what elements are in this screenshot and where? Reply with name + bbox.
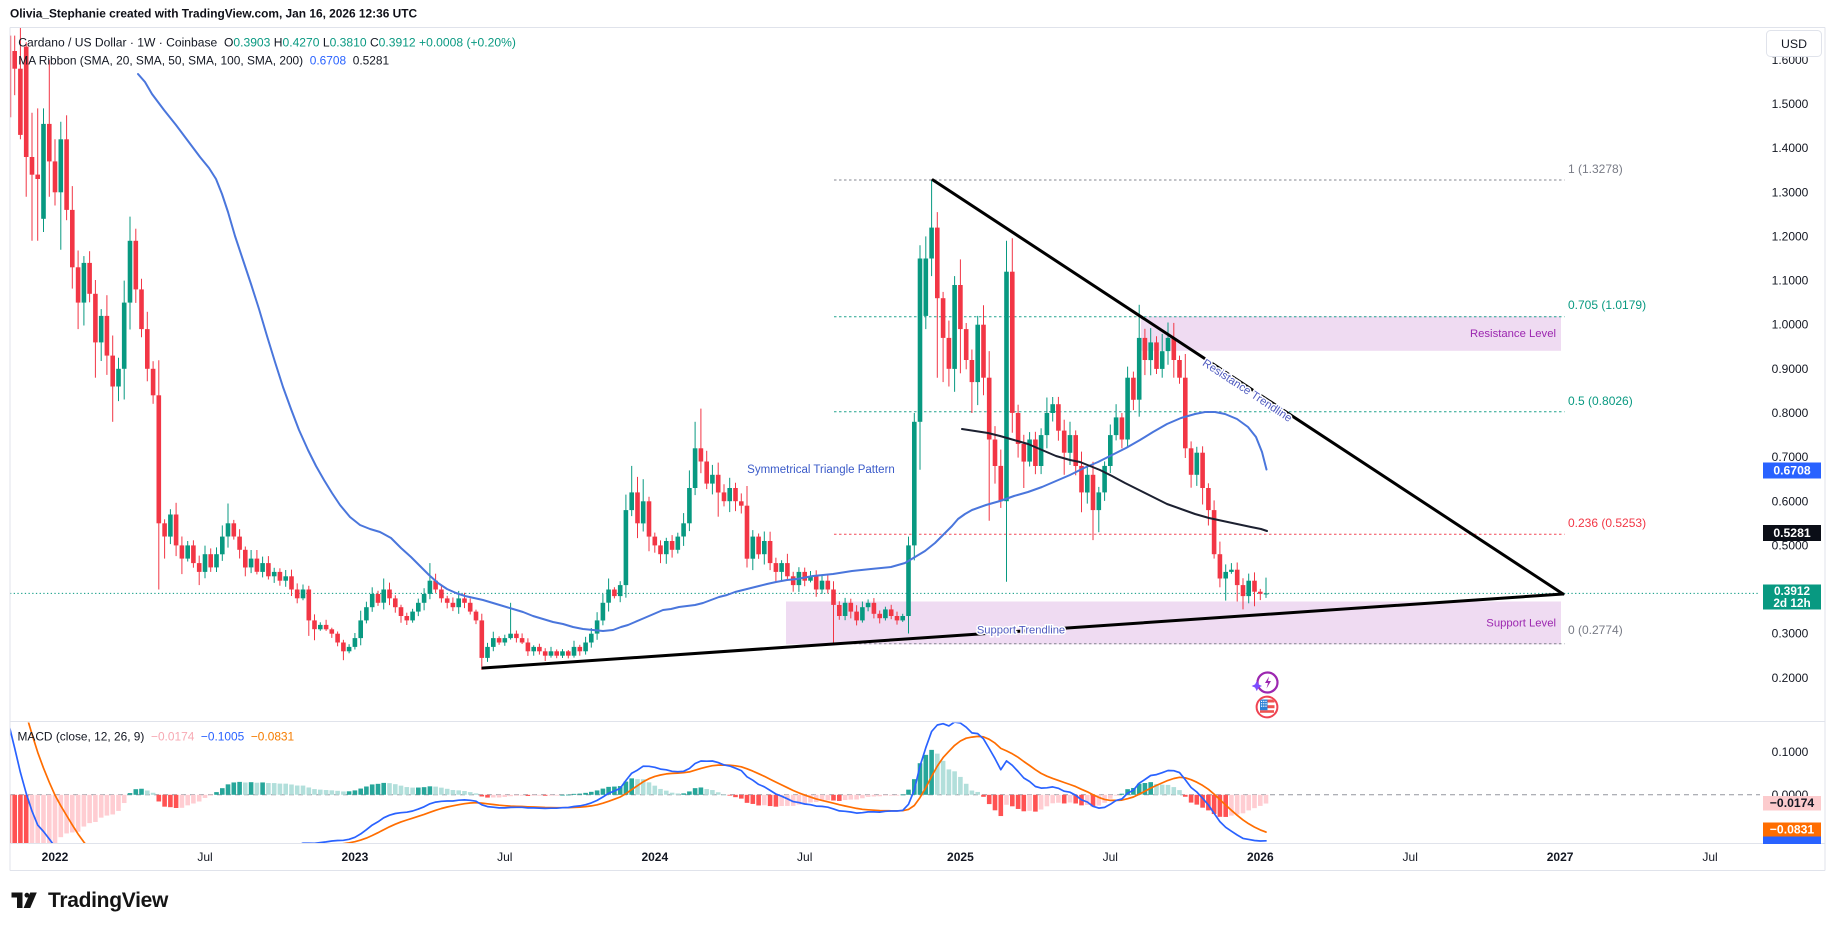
svg-text:Symmetrical Triangle Pattern: Symmetrical Triangle Pattern	[747, 464, 895, 476]
svg-text:0.3000: 0.3000	[1772, 627, 1809, 641]
svg-text:Olivia_Stephanie created with: Olivia_Stephanie created with TradingVie…	[10, 7, 417, 21]
svg-text:Jul: Jul	[197, 850, 212, 864]
svg-text:2024: 2024	[641, 850, 668, 864]
svg-text:2022: 2022	[42, 850, 69, 864]
svg-text:0.5 (0.8026): 0.5 (0.8026)	[1568, 394, 1633, 408]
svg-text:1.5000: 1.5000	[1772, 97, 1809, 111]
svg-text:2026: 2026	[1247, 850, 1274, 864]
svg-text:1.1000: 1.1000	[1772, 274, 1809, 288]
svg-text:2023: 2023	[342, 850, 369, 864]
svg-text:0.236 (0.5253): 0.236 (0.5253)	[1568, 516, 1646, 530]
svg-text:0.705 (1.0179): 0.705 (1.0179)	[1568, 298, 1646, 312]
svg-text:0.1000: 0.1000	[1772, 745, 1809, 759]
svg-text:0.8000: 0.8000	[1772, 406, 1809, 420]
svg-text:0.5281: 0.5281	[1773, 526, 1810, 540]
svg-text:2025: 2025	[947, 850, 974, 864]
svg-text:0 (0.2774): 0 (0.2774)	[1568, 623, 1623, 637]
svg-text:Cardano / US Dollar · 1W · Coi: Cardano / US Dollar · 1W · Coinbase O0.3…	[18, 36, 516, 50]
svg-text:0.3912: 0.3912	[1774, 584, 1811, 598]
svg-text:Jul: Jul	[1702, 850, 1717, 864]
svg-text:TradingView: TradingView	[48, 889, 169, 912]
svg-text:MA Ribbon (SMA, 20, SMA, 50, S: MA Ribbon (SMA, 20, SMA, 50, SMA, 100, S…	[18, 54, 389, 68]
svg-text:0.6708: 0.6708	[1773, 464, 1810, 478]
svg-text:1.0000: 1.0000	[1772, 318, 1809, 332]
svg-text:Jul: Jul	[497, 850, 512, 864]
svg-text:Jul: Jul	[1103, 850, 1118, 864]
svg-text:1.4000: 1.4000	[1772, 141, 1809, 155]
svg-text:0.2000: 0.2000	[1772, 671, 1809, 685]
svg-text:1.3000: 1.3000	[1772, 185, 1809, 199]
svg-text:2d 12h: 2d 12h	[1773, 596, 1810, 610]
svg-text:Jul: Jul	[797, 850, 812, 864]
svg-text:0.9000: 0.9000	[1772, 362, 1809, 376]
svg-text:Support Level: Support Level	[1486, 618, 1556, 630]
svg-text:2027: 2027	[1547, 850, 1574, 864]
svg-text:MACD (close, 12, 26, 9) −0.01: MACD (close, 12, 26, 9) −0.0174 −0.1005 …	[18, 730, 295, 744]
svg-text:1.2000: 1.2000	[1772, 229, 1809, 243]
svg-text:Jul: Jul	[1403, 850, 1418, 864]
svg-text:−0.0831: −0.0831	[1770, 823, 1815, 837]
svg-text:0.7000: 0.7000	[1772, 450, 1809, 464]
svg-text:0.5000: 0.5000	[1772, 538, 1809, 552]
svg-text:Support Trendline: Support Trendline	[977, 625, 1065, 637]
svg-text:0.6000: 0.6000	[1772, 494, 1809, 508]
svg-text:1 (1.3278): 1 (1.3278)	[1568, 162, 1623, 176]
svg-text:Resistance Level: Resistance Level	[1470, 328, 1556, 340]
svg-text:−0.0174: −0.0174	[1770, 796, 1815, 810]
svg-text:USD: USD	[1781, 37, 1807, 51]
